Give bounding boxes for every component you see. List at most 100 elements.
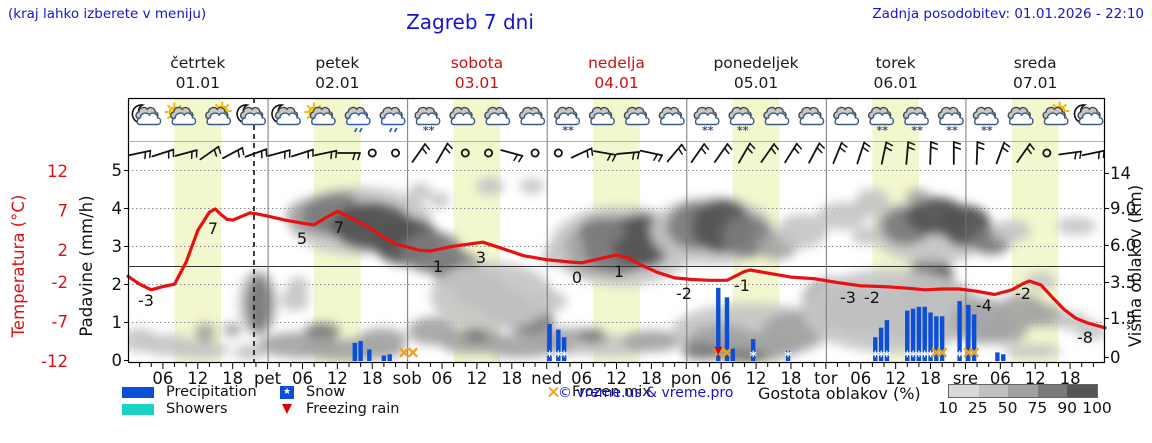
svg-text:**: ** — [423, 124, 435, 137]
hour-label: 12 — [746, 369, 767, 388]
menu-hint-text: (kraj lahko izberete v meniju) — [8, 6, 207, 22]
cloud-scale-tick: 25 — [967, 399, 988, 417]
snow-mark-icon: * — [909, 349, 917, 365]
weather-icon-cloud — [658, 106, 685, 126]
precip-bar — [928, 312, 933, 361]
temp-value-label: -4 — [976, 296, 992, 315]
wind-barb-icon — [435, 142, 453, 164]
hour-label: 06 — [711, 369, 732, 388]
cloud-height-axis-title: Višina oblakov (km) — [1126, 185, 1145, 347]
day-label-sreda: sreda 07.01 — [1013, 54, 1058, 92]
precip-bar — [957, 301, 962, 361]
day-label-ponedeljek: ponedeljek 05.01 — [713, 54, 799, 92]
weather-icon-snow-cloud: ** — [728, 106, 755, 137]
precip-bar — [995, 352, 1000, 361]
temperature-axis-ticks: 12 7 2 -2 -7 -12 — [41, 162, 68, 371]
temp-value-label: -3 — [138, 291, 154, 310]
precip-bar — [358, 341, 363, 361]
precipitation-axis-ticks: 5 4 3 2 1 0 — [112, 161, 128, 370]
precip-bar — [387, 354, 392, 361]
cloud-density-scale-label: Gostota oblakov (%) — [758, 384, 921, 403]
svg-text:2: 2 — [112, 275, 123, 294]
day-abbr-label: ned — [531, 369, 562, 388]
wind-barb-icon — [929, 141, 939, 165]
hour-label: 12 — [1025, 369, 1046, 388]
wind-barbs-row — [127, 141, 1106, 165]
precip-bar — [556, 329, 561, 361]
svg-text:-2: -2 — [52, 273, 68, 292]
weather-icon-cloud — [798, 106, 825, 126]
precip-bar — [750, 339, 756, 361]
snow-mark-icon: * — [546, 349, 554, 365]
hour-label: 06 — [850, 369, 871, 388]
snow-mark-icon: * — [921, 349, 929, 365]
hour-label: 18 — [362, 369, 383, 388]
day-abbr-label: pet — [254, 369, 282, 388]
temperature-line — [126, 207, 1107, 330]
precip-bar — [547, 323, 552, 361]
day-label-nedelja: nedelja 04.01 — [588, 54, 645, 92]
wind-barb-icon — [570, 147, 594, 159]
hour-label: 12 — [466, 369, 487, 388]
svg-text:6.0: 6.0 — [1110, 236, 1136, 255]
wind-barb-icon — [975, 141, 985, 165]
hour-label: 06 — [292, 369, 313, 388]
snow-mark-icon: * — [904, 349, 912, 365]
wind-barb-icon — [199, 145, 222, 161]
showers-swatch — [122, 403, 154, 415]
precip-bar — [905, 310, 910, 361]
svg-text:0: 0 — [1110, 348, 1121, 367]
snow-mark-icon: * — [927, 349, 935, 365]
temp-value-label: -2 — [676, 284, 692, 303]
temp-value-label: 0 — [572, 268, 582, 287]
temp-value-label: -1 — [734, 276, 750, 295]
wind-barb-icon — [880, 141, 893, 165]
svg-text:**: ** — [737, 124, 749, 137]
wind-barb-icon — [616, 151, 640, 160]
day-abbr-label: pon — [671, 369, 702, 388]
wind-barb-icon — [1016, 143, 1035, 163]
x-axis-labels: 06 12 18 06 12 18 06 12 18 06 12 18 06 12 18 06 12 18 06 12… — [152, 369, 1080, 388]
weather-icon-cloud — [1007, 106, 1034, 126]
wind-barb-icon — [1081, 149, 1106, 160]
calm-wind-icon — [530, 148, 540, 158]
snow-mark-icon: * — [956, 349, 964, 365]
temp-value-label: 1 — [433, 257, 443, 276]
weather-icon-cloud — [588, 106, 615, 126]
temp-value-label: -2 — [864, 288, 880, 307]
snow-mark-icon: * — [784, 349, 792, 365]
temp-value-label: 3 — [476, 248, 486, 267]
temp-value-label: -8 — [1077, 328, 1093, 347]
precipitation-bars: * ** * * *** ***** * — [352, 287, 1006, 365]
svg-text:1: 1 — [112, 313, 123, 332]
temp-value-label: 5 — [297, 229, 307, 248]
precip-bar — [381, 355, 387, 361]
wind-barb-icon — [267, 149, 291, 159]
hour-label: 12 — [606, 369, 627, 388]
hour-label: 18 — [222, 369, 243, 388]
day-label-petek: petek 02.01 — [315, 54, 360, 92]
calm-wind-icon — [553, 148, 563, 158]
weather-icon-snow-cloud: ** — [972, 106, 999, 137]
weather-icon-snow-cloud: ** — [868, 106, 895, 137]
precip-bar — [922, 306, 927, 361]
cloud-scale-tick: 100 — [1082, 399, 1112, 417]
credit-link[interactable]: © vreme.us & vreme.pro — [558, 385, 734, 401]
svg-text:**: ** — [981, 124, 993, 137]
wind-barb-icon — [1058, 150, 1082, 160]
weather-icon-cloud — [519, 106, 546, 126]
snow-mark-icon: * — [560, 349, 568, 365]
snow-mark-icon: * — [915, 349, 923, 365]
cloud-density-gradient-bar — [948, 384, 1098, 398]
precip-bar — [724, 297, 730, 361]
snow-star-icon — [280, 385, 294, 399]
weather-icon-snow-cloud: ** — [937, 106, 964, 137]
wind-barb-icon — [593, 150, 617, 162]
weather-icon-cloud-sun — [205, 101, 232, 126]
weather-icon-cloud — [449, 106, 476, 126]
precip-bar — [878, 327, 884, 361]
svg-text:5: 5 — [112, 161, 123, 180]
svg-text:**: ** — [562, 124, 574, 137]
legend-precipitation-label: Precipitation — [166, 384, 257, 400]
